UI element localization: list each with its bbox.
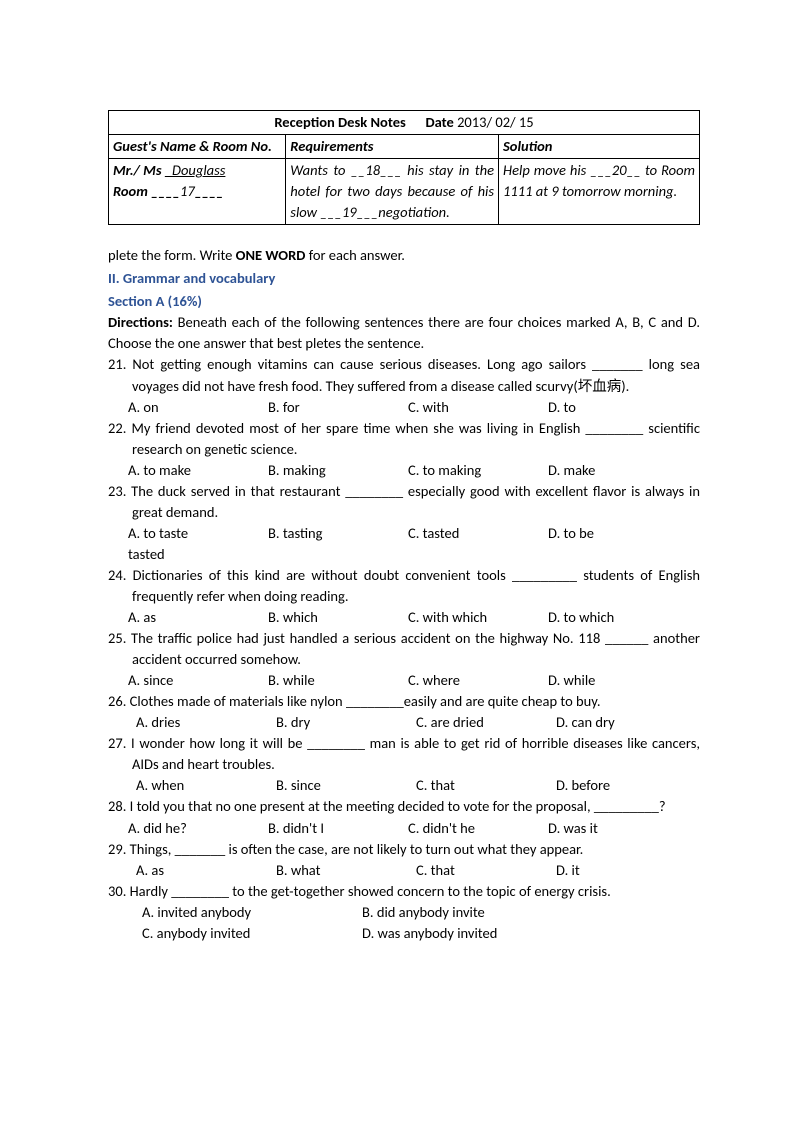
- option-c: C. are dried: [416, 712, 556, 733]
- cell-requirements: Wants to __18___ his stay in the hotel f…: [286, 159, 499, 225]
- question-22: 22. My friend devoted most of her spare …: [108, 418, 700, 481]
- option-a: A. as: [128, 607, 268, 628]
- option-d: D. was it: [548, 818, 598, 839]
- option-d: D. before: [556, 775, 610, 796]
- option-b: B. since: [276, 775, 416, 796]
- option-c: C. with which: [408, 607, 548, 628]
- question-options-row: A. invited anybodyB. did anybody invite: [108, 902, 700, 923]
- option-c: C. that: [416, 775, 556, 796]
- guest-prefix: Mr./ Ms: [113, 161, 165, 179]
- option-b: B. dry: [276, 712, 416, 733]
- option-b: B. didn't I: [268, 818, 408, 839]
- question-options: A. asB. whatC. thatD. it: [108, 860, 700, 881]
- question-28: 28. I told you that no one present at th…: [108, 796, 700, 838]
- option-b: B. which: [268, 607, 408, 628]
- question-text: 30. Hardly ________ to the get-together …: [108, 881, 700, 902]
- room-value: 17: [180, 182, 195, 200]
- option-b: B. making: [268, 460, 408, 481]
- question-options: A. driesB. dryC. are driedD. can dry: [108, 712, 700, 733]
- room-blank2: ____: [195, 182, 224, 200]
- option-continuation: tasted: [108, 544, 700, 565]
- date-value: 2013/ 02/ 15: [457, 113, 534, 131]
- question-30: 30. Hardly ________ to the get-together …: [108, 881, 700, 944]
- option-b: B. did anybody invite: [362, 902, 582, 923]
- option-c: C. didn't he: [408, 818, 548, 839]
- option-a: A. since: [128, 670, 268, 691]
- option-c: C. with: [408, 397, 548, 418]
- option-b: B. tasting: [268, 523, 408, 544]
- questions-block: 21. Not getting enough vitamins can caus…: [108, 354, 700, 943]
- col-requirements: Requirements: [286, 135, 499, 159]
- option-a: A. to taste: [128, 523, 268, 544]
- question-options: A. asB. whichC. with whichD. to which: [108, 607, 700, 628]
- table-header-row: Reception Desk Notes Date 2013/ 02/ 15: [109, 111, 700, 135]
- option-d: D. while: [548, 670, 595, 691]
- question-text: 24. Dictionaries of this kind are withou…: [108, 565, 700, 607]
- cell-solution: Help move his ___20__ to Room 1111 at 9 …: [499, 159, 700, 225]
- question-text: 23. The duck served in that restaurant _…: [108, 481, 700, 523]
- option-c: C. where: [408, 670, 548, 691]
- question-24: 24. Dictionaries of this kind are withou…: [108, 565, 700, 628]
- option-d: D. make: [548, 460, 595, 481]
- option-d: D. can dry: [556, 712, 615, 733]
- question-29: 29. Things, _______ is often the case, a…: [108, 839, 700, 881]
- directions-label: Directions:: [108, 313, 173, 331]
- complete-form-line: plete the form. Write ONE WORD for each …: [108, 245, 700, 266]
- room-blank1: ____: [151, 182, 180, 200]
- option-c: C. that: [416, 860, 556, 881]
- reception-notes-table: Reception Desk Notes Date 2013/ 02/ 15 G…: [108, 110, 700, 225]
- option-b: B. what: [276, 860, 416, 881]
- col-guest-name: Guest's Name & Room No.: [109, 135, 286, 159]
- option-d: D. it: [556, 860, 580, 881]
- option-a: A. as: [136, 860, 276, 881]
- option-b: B. while: [268, 670, 408, 691]
- option-d: D. was anybody invited: [362, 923, 582, 944]
- question-27: 27. I wonder how long it will be _______…: [108, 733, 700, 796]
- option-d: D. to which: [548, 607, 614, 628]
- complete-prefix: plete the form. Write: [108, 246, 236, 264]
- question-options-row: C. anybody invitedD. was anybody invited: [108, 923, 700, 944]
- option-a: A. dries: [136, 712, 276, 733]
- question-text: 27. I wonder how long it will be _______…: [108, 733, 700, 775]
- question-text: 25. The traffic police had just handled …: [108, 628, 700, 670]
- question-23: 23. The duck served in that restaurant _…: [108, 481, 700, 565]
- option-a: A. invited anybody: [142, 902, 362, 923]
- question-text: 26. Clothes made of materials like nylon…: [108, 691, 700, 712]
- question-options: A. to tasteB. tastingC. tastedD. to be: [108, 523, 700, 544]
- option-d: D. to be: [548, 523, 594, 544]
- question-21: 21. Not getting enough vitamins can caus…: [108, 354, 700, 418]
- date-label: Date: [425, 113, 453, 131]
- col-solution: Solution: [499, 135, 700, 159]
- question-text: 28. I told you that no one present at th…: [108, 796, 700, 817]
- option-a: A. to make: [128, 460, 268, 481]
- directions: Directions: Beneath each of the followin…: [108, 312, 700, 354]
- question-options: A. whenB. sinceC. thatD. before: [108, 775, 700, 796]
- option-c: C. anybody invited: [142, 923, 362, 944]
- option-c: C. to making: [408, 460, 548, 481]
- option-a: A. on: [128, 397, 268, 418]
- option-b: B. for: [268, 397, 408, 418]
- directions-text: Beneath each of the following sentences …: [108, 313, 700, 352]
- cell-guest: Mr./ Ms _Douglass Room ____17____: [109, 159, 286, 225]
- option-a: A. did he?: [128, 818, 268, 839]
- room-prefix: Room: [113, 182, 151, 200]
- question-options: A. to makeB. makingC. to makingD. make: [108, 460, 700, 481]
- question-options: A. sinceB. whileC. whereD. while: [108, 670, 700, 691]
- question-text: 29. Things, _______ is often the case, a…: [108, 839, 700, 860]
- question-text: 21. Not getting enough vitamins can caus…: [108, 354, 700, 397]
- question-25: 25. The traffic police had just handled …: [108, 628, 700, 691]
- option-d: D. to: [548, 397, 576, 418]
- option-a: A. when: [136, 775, 276, 796]
- guest-name-blank: _Douglass: [165, 161, 226, 179]
- complete-bold: ONE WORD: [236, 246, 306, 264]
- complete-suffix: for each answer.: [305, 246, 404, 264]
- question-text: 22. My friend devoted most of her spare …: [108, 418, 700, 460]
- table-title: Reception Desk Notes: [274, 113, 405, 131]
- question-26: 26. Clothes made of materials like nylon…: [108, 691, 700, 733]
- question-options: A. onB. forC. withD. to: [108, 397, 700, 418]
- section-a-heading: Section A (16%): [108, 291, 700, 312]
- question-options: A. did he?B. didn't IC. didn't heD. was …: [108, 818, 700, 839]
- grammar-heading: II. Grammar and vocabulary: [108, 268, 700, 289]
- option-c: C. tasted: [408, 523, 548, 544]
